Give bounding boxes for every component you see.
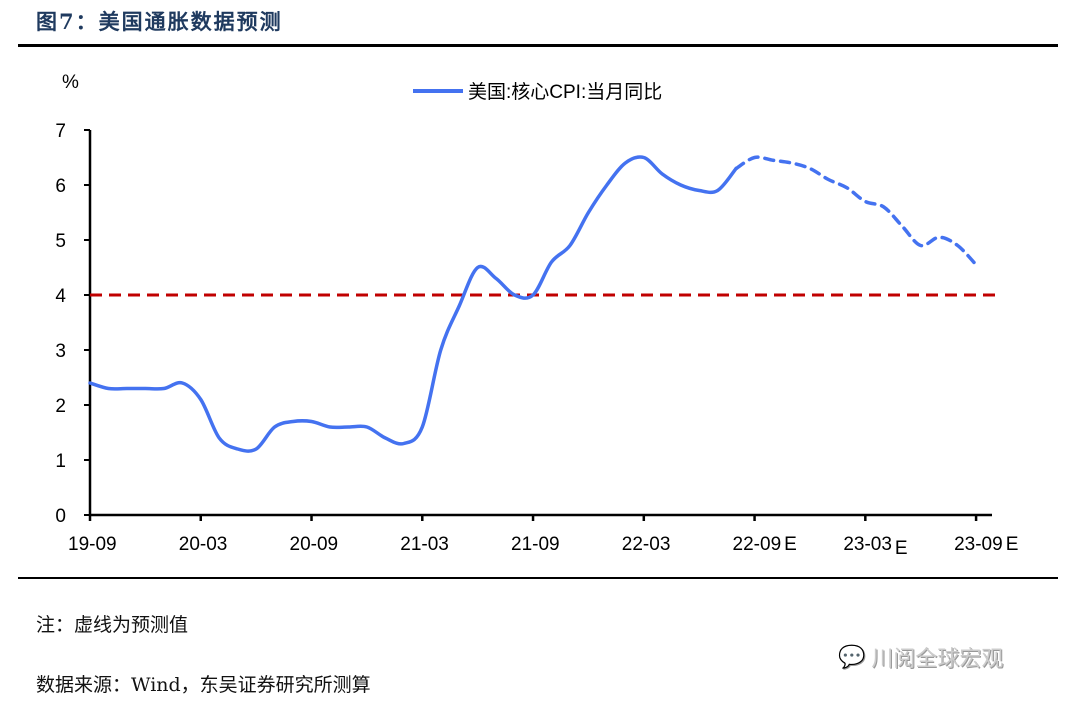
x-tick-label: 20-03 (179, 534, 228, 555)
x-tick-label: 21-09 (511, 534, 560, 555)
y-axis-label: % (62, 72, 79, 93)
legend-label: 美国:核心CPI:当月同比 (468, 81, 662, 103)
y-tick-label: 0 (55, 506, 66, 527)
x-tick-label: 23-03 (843, 534, 892, 555)
y-tick-label: 1 (55, 451, 66, 472)
actual-line (88, 155, 738, 453)
x-tick-label: 23-09 (954, 534, 1003, 555)
legend: 美国:核心CPI:当月同比 (413, 81, 662, 103)
y-tick-label: 6 (55, 176, 66, 197)
x-tick-label: 22-09 (733, 534, 782, 555)
note: 注：虚线为预测值 (36, 614, 189, 636)
watermark: 💬 川阅全球宏观 (838, 641, 1003, 673)
top-divider (18, 44, 1058, 47)
figure-title: 图7：美国通胀数据预测 (36, 9, 283, 34)
y-tick-label: 7 (55, 121, 66, 142)
source: 数据来源：Wind，东吴证券研究所测算 (36, 674, 371, 696)
y-tick-label: 5 (55, 231, 66, 252)
x-tick-suffix: E (895, 538, 908, 559)
wechat-icon: 💬 (838, 644, 866, 670)
y-tick-label: 2 (55, 396, 66, 417)
x-tick-label: 21-03 (400, 534, 449, 555)
forecast-line (734, 155, 978, 267)
x-tick-label: 19-09 (68, 534, 117, 555)
x-tick-suffix: E (784, 534, 797, 555)
y-tick-label: 3 (55, 341, 66, 362)
x-tick-suffix: E (1006, 534, 1019, 555)
watermark-text: 川阅全球宏观 (871, 647, 1004, 672)
x-tick-label: 22-03 (622, 534, 671, 555)
x-tick-label: 20-09 (290, 534, 339, 555)
chart: 0 1 2 3 4 5 6 7 19-09 20-03 20-09 21-03 21-09 22-03 22… (55, 72, 1019, 559)
y-tick-label: 4 (55, 286, 66, 307)
bottom-divider (18, 577, 1058, 579)
